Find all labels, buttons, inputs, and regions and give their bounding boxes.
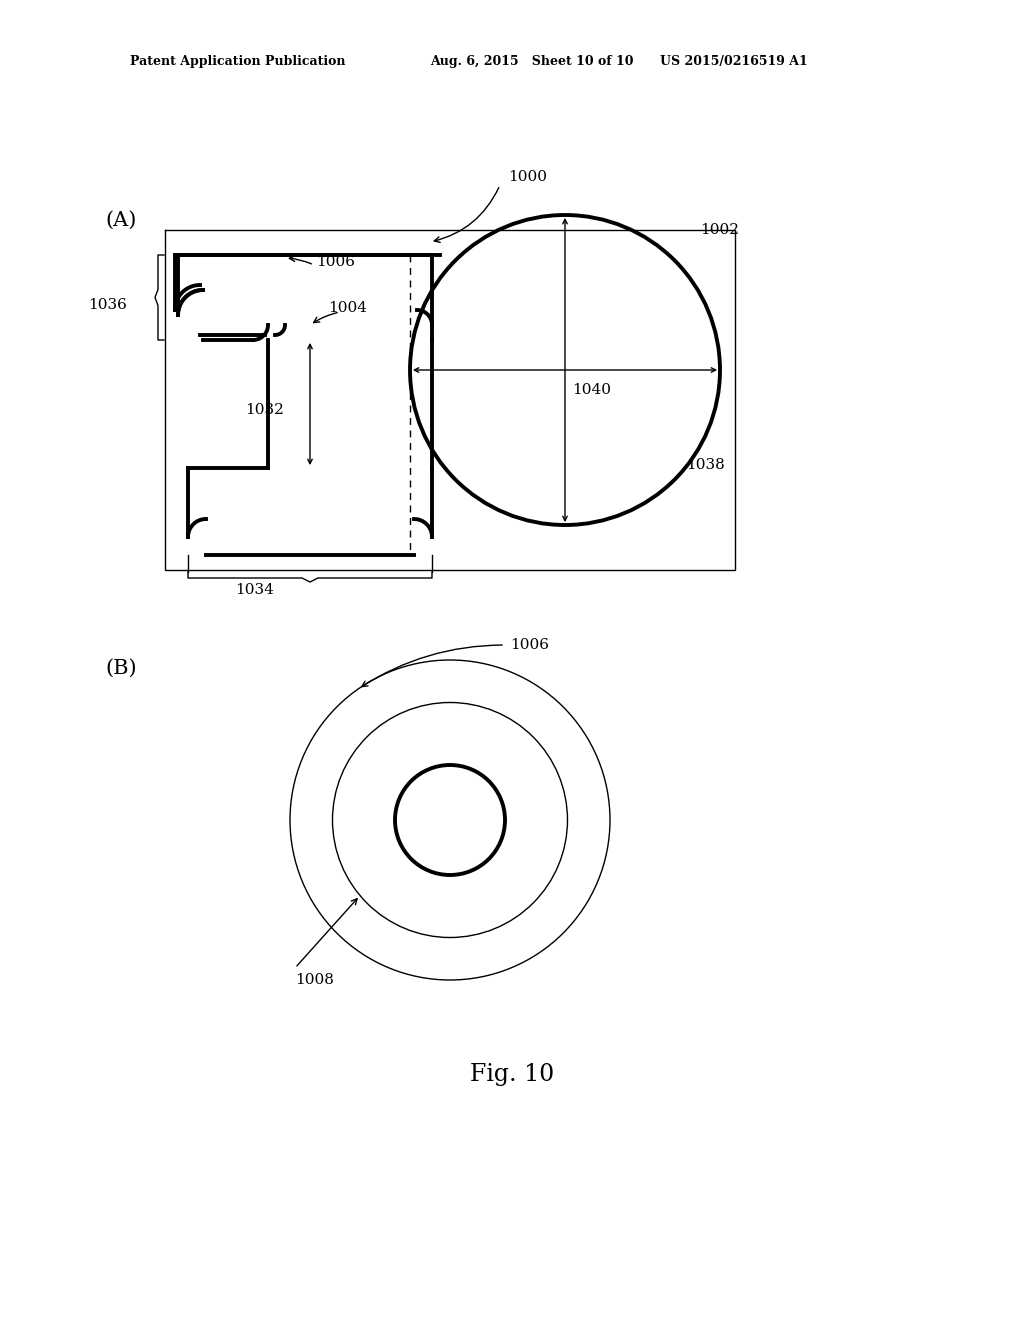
Text: Patent Application Publication: Patent Application Publication [130, 55, 345, 69]
Text: 1040: 1040 [572, 383, 611, 397]
Text: 1000: 1000 [508, 170, 547, 183]
Text: Fig. 10: Fig. 10 [470, 1064, 554, 1086]
Text: (B): (B) [105, 659, 136, 677]
Text: 1004: 1004 [328, 301, 367, 315]
Text: 1006: 1006 [316, 255, 355, 269]
Text: 1006: 1006 [510, 638, 549, 652]
Text: 1034: 1034 [234, 583, 273, 597]
Text: 1008: 1008 [295, 973, 334, 987]
Text: (A): (A) [105, 210, 136, 230]
Text: 1002: 1002 [700, 223, 739, 238]
Text: 1036: 1036 [88, 298, 127, 312]
Text: US 2015/0216519 A1: US 2015/0216519 A1 [660, 55, 808, 69]
Text: Aug. 6, 2015   Sheet 10 of 10: Aug. 6, 2015 Sheet 10 of 10 [430, 55, 634, 69]
Text: 1038: 1038 [686, 458, 725, 473]
Text: 1032: 1032 [245, 403, 284, 417]
